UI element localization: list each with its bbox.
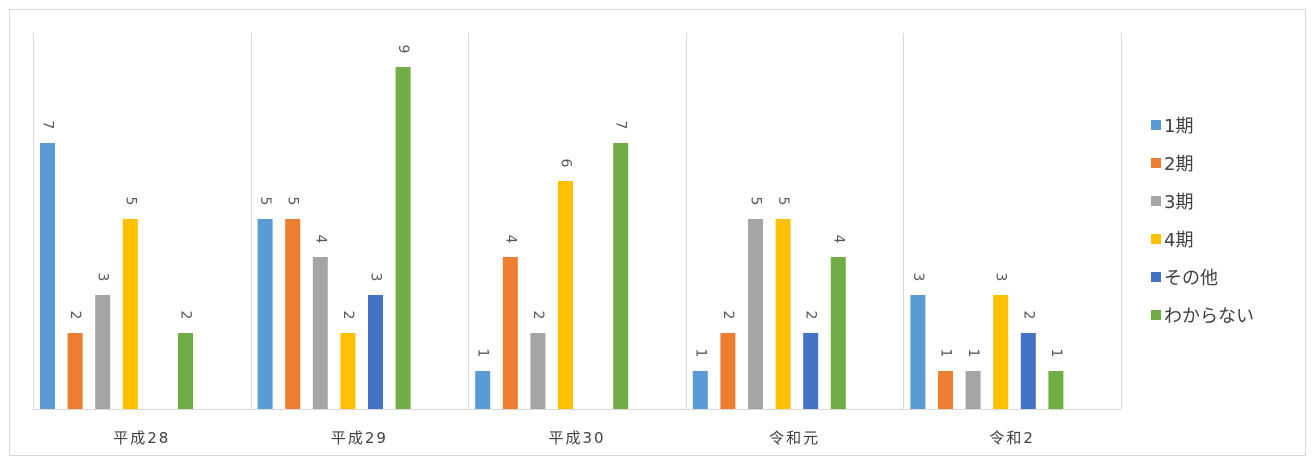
- data-label: 2: [530, 311, 546, 320]
- legend-item: その他: [1151, 262, 1301, 291]
- legend-label: その他: [1164, 267, 1218, 289]
- bar: [340, 333, 356, 409]
- bar: [530, 333, 546, 409]
- bar: [692, 371, 708, 409]
- data-label: 5: [285, 197, 301, 206]
- data-label: 4: [830, 235, 846, 244]
- legend-swatch: [1151, 195, 1161, 206]
- data-label: 9: [395, 45, 411, 54]
- category-label: 令和元: [769, 429, 820, 447]
- bar: [938, 371, 953, 409]
- category-label: 令和2: [989, 429, 1035, 447]
- data-label: 1: [692, 349, 708, 358]
- data-label: 5: [257, 197, 273, 206]
- legend-item: わからない: [1151, 300, 1301, 329]
- data-label: 3: [993, 273, 1009, 282]
- data-label: 3: [95, 273, 111, 282]
- data-label: 7: [40, 121, 56, 130]
- bar: [395, 67, 411, 409]
- data-label: 2: [803, 311, 819, 320]
- data-label: 5: [748, 197, 764, 206]
- bar: [285, 219, 301, 409]
- bar: [803, 333, 819, 409]
- bar: [993, 295, 1009, 409]
- legend-label: 1期: [1164, 115, 1194, 137]
- category-label: 平成28: [113, 429, 170, 447]
- data-label: 2: [67, 311, 83, 320]
- chart-frame: [9, 9, 1306, 456]
- bar: [613, 143, 629, 409]
- bar: [1048, 371, 1064, 409]
- data-label: 4: [312, 235, 328, 244]
- data-label: 2: [720, 311, 736, 320]
- bar: [257, 219, 273, 409]
- data-label: 7: [613, 121, 629, 130]
- bar: [965, 371, 981, 409]
- data-label: 3: [368, 273, 384, 282]
- bar: [775, 219, 791, 409]
- legend-item: 2期: [1151, 148, 1301, 177]
- legend-item: 3期: [1151, 186, 1301, 215]
- data-label: 2: [340, 311, 356, 320]
- data-label: 5: [122, 197, 138, 206]
- data-label: 1: [965, 349, 981, 358]
- category-label: 平成30: [548, 429, 605, 447]
- legend-swatch: [1151, 233, 1161, 244]
- bar: [178, 333, 193, 409]
- legend-swatch: [1151, 119, 1161, 130]
- legend-label: わからない: [1164, 305, 1254, 327]
- data-label: 3: [910, 273, 926, 282]
- data-label: 2: [178, 311, 194, 320]
- bar: [40, 143, 55, 409]
- legend-swatch: [1151, 157, 1161, 168]
- legend-item: 1期: [1151, 110, 1301, 139]
- bar: [1020, 333, 1036, 409]
- legend-swatch: [1151, 309, 1161, 320]
- bar: [312, 257, 328, 409]
- bar: [830, 257, 846, 409]
- data-label: 6: [558, 159, 574, 168]
- chart-legend: 1期 2期 3期 4期その他わからない: [1151, 110, 1301, 338]
- data-label: 1: [475, 349, 491, 358]
- legend-label: 4期: [1164, 229, 1194, 251]
- bar: [122, 219, 138, 409]
- bar: [95, 295, 111, 409]
- bar: [558, 181, 573, 409]
- bar: [475, 371, 491, 409]
- bar: [368, 295, 383, 409]
- bar: [748, 219, 763, 409]
- bar: [502, 257, 518, 409]
- legend-label: 3期: [1164, 191, 1194, 213]
- bar: [67, 333, 83, 409]
- bar: [720, 333, 736, 409]
- data-label: 4: [502, 235, 518, 244]
- bar: [910, 295, 926, 409]
- data-label: 2: [1020, 311, 1036, 320]
- data-label: 1: [1048, 349, 1064, 358]
- legend-label: 2期: [1164, 153, 1194, 175]
- data-label: 5: [775, 197, 791, 206]
- data-label: 1: [938, 349, 954, 358]
- legend-item: 4期: [1151, 224, 1301, 253]
- legend-swatch: [1151, 271, 1161, 282]
- category-label: 平成29: [331, 429, 388, 447]
